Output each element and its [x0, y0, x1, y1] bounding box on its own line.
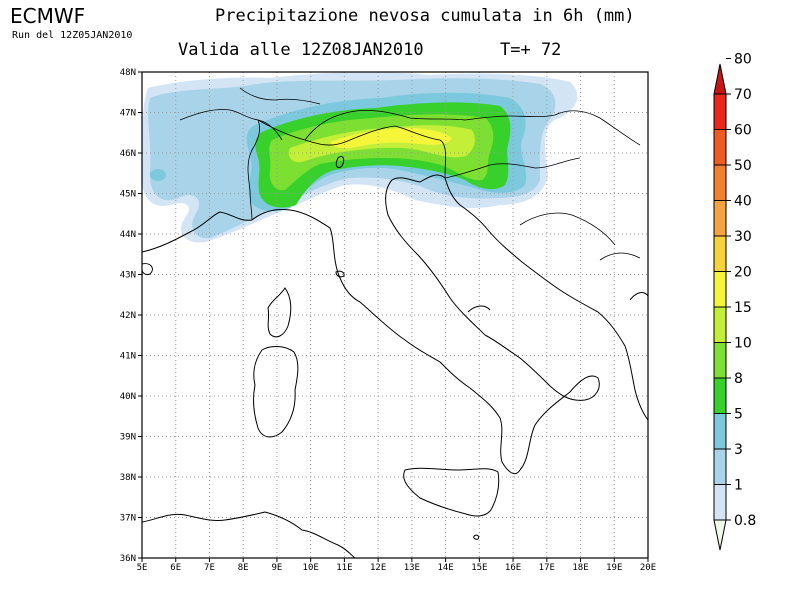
lon-label: 6E — [170, 563, 181, 573]
colorbar-label: 8 — [734, 371, 743, 387]
lon-label: 13E — [404, 563, 420, 573]
colorbar-segment — [713, 448, 727, 485]
colorbar-label: 15 — [734, 300, 752, 316]
coast-greece-islands — [629, 292, 648, 301]
colorbar-segment — [713, 377, 727, 414]
colorbar-segment — [713, 164, 727, 201]
colorbar-label: 50 — [734, 158, 752, 174]
colorbar-label: 3 — [734, 442, 743, 458]
colorbar-label: 20 — [734, 265, 752, 281]
lat-label: 43N — [120, 271, 136, 281]
colorbar-label: 0.8 — [734, 513, 756, 529]
precip-area-small — [150, 169, 166, 181]
lon-label: 11E — [336, 563, 352, 573]
colorbar-segment — [713, 129, 727, 166]
valid-time-label: Valida alle 12Z08JAN2010 — [178, 40, 424, 60]
colorbar-label: 30 — [734, 229, 752, 245]
lat-label: 46N — [120, 149, 136, 159]
coast-gargano — [467, 305, 491, 313]
colorbar-segment — [713, 519, 727, 551]
coast-elba — [335, 270, 345, 278]
lon-label: 12E — [370, 563, 386, 573]
colorbar-segment — [713, 413, 727, 450]
colorbar: 0.8 1 3 5 8 10 15 20 30 40 50 60 70 80 — [713, 52, 756, 551]
coast-balearic — [142, 263, 153, 275]
border-bosnia — [519, 212, 616, 246]
axis-ticks — [138, 71, 649, 562]
lon-label: 15E — [471, 563, 487, 573]
lon-label: 19E — [606, 563, 622, 573]
map-title: Precipitazione nevosa cumulata in 6h (mm… — [215, 6, 635, 26]
colorbar-segment — [713, 271, 727, 308]
run-label: Run del 12Z05JAN2010 — [12, 30, 133, 41]
coast-tyrrhenian — [359, 301, 521, 475]
colorbar-segment — [713, 484, 727, 521]
border-slovenia-croatia — [444, 157, 581, 179]
coast-sicily — [403, 467, 500, 517]
lat-label: 36N — [120, 554, 136, 564]
border-hungary — [554, 110, 641, 146]
lat-label: 44N — [120, 230, 136, 240]
lat-label: 38N — [120, 473, 136, 483]
lon-label: 20E — [640, 563, 656, 573]
brand-title: ECMWF — [10, 4, 86, 28]
colorbar-label: 5 — [734, 407, 743, 423]
colorbar-segment — [713, 306, 727, 343]
colorbar-segment — [713, 63, 727, 95]
colorbar-label: 80 — [734, 52, 752, 68]
border-italy-switzerland — [257, 119, 396, 146]
border-italy-austria — [394, 125, 446, 179]
lat-label: 41N — [120, 352, 136, 362]
colorbar-label: 40 — [734, 194, 752, 210]
lat-label: 42N — [120, 311, 136, 321]
lat-label: 39N — [120, 433, 136, 443]
lat-label: 48N — [120, 68, 136, 78]
coast-liguria-tuscany — [251, 209, 361, 303]
coast-malta — [473, 534, 480, 540]
colorbar-segment — [713, 93, 727, 130]
colorbar-segment — [713, 235, 727, 272]
colorbar-label: 60 — [734, 123, 752, 139]
lon-label: 10E — [303, 563, 319, 573]
forecast-step-label: T=+ 72 — [500, 40, 562, 60]
lon-label: 5E — [137, 563, 148, 573]
border-austria — [304, 110, 556, 141]
coast-puglia — [484, 334, 551, 387]
lat-label: 37N — [120, 514, 136, 524]
coast-corsica — [267, 287, 292, 338]
lon-label: 16E — [505, 563, 521, 573]
colorbar-label: 10 — [734, 336, 752, 352]
lat-label: 45N — [120, 190, 136, 200]
coast-tunisia — [142, 511, 356, 558]
coast-sardinia — [253, 346, 299, 438]
coast-france — [142, 211, 253, 253]
precip-field — [142, 72, 578, 243]
lon-label: 18E — [572, 563, 588, 573]
colorbar-segment — [713, 342, 727, 379]
coast-calabria — [519, 375, 600, 471]
lon-label: 17E — [539, 563, 555, 573]
lon-label: 9E — [272, 563, 283, 573]
colorbar-label: 1 — [734, 478, 743, 494]
lat-label: 40N — [120, 392, 136, 402]
lon-label: 14E — [437, 563, 453, 573]
precip-area-yellow — [330, 128, 452, 149]
lat-label: 47N — [120, 109, 136, 119]
lon-labels: 5E 6E 7E 8E 9E 10E 11E 12E 13E 14E 15E 16E 17E 18E 19E… — [137, 563, 657, 573]
border-italy-france — [247, 119, 260, 221]
coast-albania — [597, 311, 648, 421]
colorbar-segment — [713, 200, 727, 237]
border-serbia — [599, 252, 641, 261]
borders — [179, 87, 641, 261]
lake-garda — [335, 155, 345, 169]
border-germany — [239, 87, 321, 105]
lon-label: 7E — [204, 563, 215, 573]
colorbar-label: 70 — [734, 87, 752, 103]
lat-labels: 48N 47N 46N 45N 44N 43N 42N 41N 40N 39N 38N 37N 36N — [120, 68, 136, 564]
coast-adriatic-italy — [385, 177, 486, 336]
lon-label: 8E — [238, 563, 249, 573]
